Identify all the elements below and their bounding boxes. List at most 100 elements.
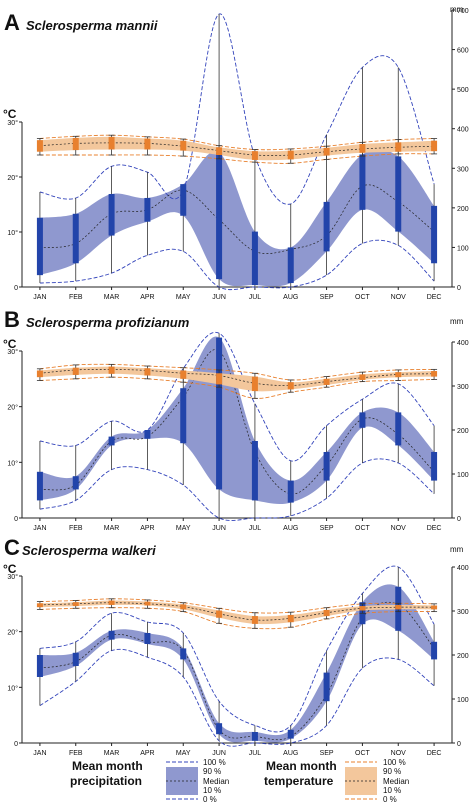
right-tick-label: 300 xyxy=(457,166,469,173)
temp-bar xyxy=(72,602,79,607)
temp-bar xyxy=(216,610,223,618)
precip-bar xyxy=(72,652,79,666)
precip-bar xyxy=(287,480,294,503)
legend-temp-title-1: Mean month xyxy=(266,759,337,773)
precip-bar xyxy=(108,194,115,236)
x-tick-label: NOV xyxy=(391,294,407,301)
temp-bar xyxy=(359,374,366,380)
right-tick-label: 100 xyxy=(457,472,469,479)
precip-bar xyxy=(251,732,258,741)
panel-c-letter: C xyxy=(4,535,20,560)
precip-bar xyxy=(144,197,151,222)
precip-bar xyxy=(431,641,438,660)
precip-bar xyxy=(108,630,115,640)
precip-bar xyxy=(144,633,151,644)
right-tick-label: 200 xyxy=(457,653,469,660)
precip-bar xyxy=(216,152,223,280)
right-tick-label: 100 xyxy=(457,697,469,704)
legend-temp-label-10: 10 % xyxy=(383,786,401,795)
left-tick-label: 20° xyxy=(7,174,18,182)
left-tick-label: 20° xyxy=(7,629,18,637)
precip-bar xyxy=(431,205,438,264)
precip-bar xyxy=(287,729,294,739)
precip-bar xyxy=(323,672,330,702)
temp-bar xyxy=(323,147,330,156)
x-tick-label: NOV xyxy=(391,525,407,532)
panel-a-letter: A xyxy=(4,10,20,35)
x-tick-label: JAN xyxy=(33,750,46,757)
precip-band xyxy=(39,149,435,287)
temp-bar xyxy=(251,376,258,392)
right-tick-label: 400 xyxy=(457,127,469,134)
x-tick-label: MAY xyxy=(176,525,191,532)
x-tick-label: JAN xyxy=(33,294,46,301)
panel-c-right-unit: mm xyxy=(450,545,464,554)
panel-c-title: Sclerosperma walkeri xyxy=(22,543,156,558)
temp-band xyxy=(39,600,435,625)
left-tick-label: 0 xyxy=(14,516,18,523)
right-tick-label: 500 xyxy=(457,87,469,94)
precip-bar xyxy=(72,476,79,490)
precip-bar xyxy=(251,441,258,501)
legend: Mean month precipitation 100 % 90 % Medi… xyxy=(70,758,409,803)
precip-bar xyxy=(72,213,79,264)
legend-temp-title-2: temperature xyxy=(264,774,334,788)
precip-0-line xyxy=(39,458,435,521)
legend-precip-label-100: 100 % xyxy=(203,758,226,767)
legend-temp-label-median: Median xyxy=(383,777,409,786)
temp-bar xyxy=(36,370,43,378)
temp-band xyxy=(39,366,435,392)
temp-bar xyxy=(431,605,438,610)
precip-bar xyxy=(251,231,258,286)
temp-bar xyxy=(72,367,79,375)
x-tick-label: DEC xyxy=(427,525,442,532)
temp-bar xyxy=(144,601,151,606)
precip-bar xyxy=(395,412,402,446)
temp-bar xyxy=(180,140,187,151)
precip-0-line xyxy=(39,239,435,291)
left-tick-label: 0 xyxy=(14,285,18,292)
legend-temp-label-90: 90 % xyxy=(383,767,401,776)
legend-temp-label-100: 100 % xyxy=(383,758,406,767)
right-tick-label: 0 xyxy=(457,516,461,523)
left-tick-label: 10° xyxy=(7,684,18,692)
temp-bar xyxy=(287,382,294,390)
precip-bar xyxy=(359,412,366,428)
x-tick-label: JUL xyxy=(249,525,262,532)
temp-bar xyxy=(323,378,330,385)
precip-bar xyxy=(108,436,115,446)
precip-bar xyxy=(144,430,151,439)
x-tick-label: JUL xyxy=(249,294,262,301)
x-tick-label: JUN xyxy=(212,294,226,301)
panel-c-left-unit: °C xyxy=(3,562,17,576)
temp-bar xyxy=(216,373,223,385)
x-tick-label: APR xyxy=(140,294,154,301)
temp-bar xyxy=(323,609,330,617)
panel-b-plot: 0 10° 20° 30° 0 100 200 300 400 JAN FEB MAR APR MAY JU… xyxy=(7,331,469,532)
temp-bar xyxy=(359,606,366,611)
x-tick-label: APR xyxy=(140,525,154,532)
right-tick-label: 400 xyxy=(457,340,469,347)
precip-bar xyxy=(431,452,438,481)
precip-100-line xyxy=(39,565,435,733)
right-tick-label: 400 xyxy=(457,565,469,572)
x-tick-label: DEC xyxy=(427,294,442,301)
left-tick-label: 20° xyxy=(7,404,18,412)
x-tick-label: FEB xyxy=(69,750,83,757)
x-tick-label: SEP xyxy=(320,525,334,532)
right-tick-label: 0 xyxy=(457,285,461,292)
temp-bar xyxy=(359,144,366,153)
panel-c: C Sclerosperma walkeri °C mm 010°20°30°0… xyxy=(3,535,469,757)
temp-bar xyxy=(180,370,187,379)
precip-bar xyxy=(216,723,223,735)
left-tick-label: 10° xyxy=(7,459,18,467)
left-tick-label: 30° xyxy=(7,119,18,127)
panel-a-title: Sclerosperma mannii xyxy=(26,18,158,33)
x-tick-label: FEB xyxy=(69,294,83,301)
x-tick-label: OCT xyxy=(355,294,371,301)
x-tick-label: MAR xyxy=(104,525,120,532)
x-tick-label: NOV xyxy=(391,750,407,757)
temp-bar xyxy=(108,600,115,605)
x-tick-label: FEB xyxy=(69,525,83,532)
panel-b: B Sclerosperma profizianum °C mm 0 10° 20°… xyxy=(3,307,469,532)
